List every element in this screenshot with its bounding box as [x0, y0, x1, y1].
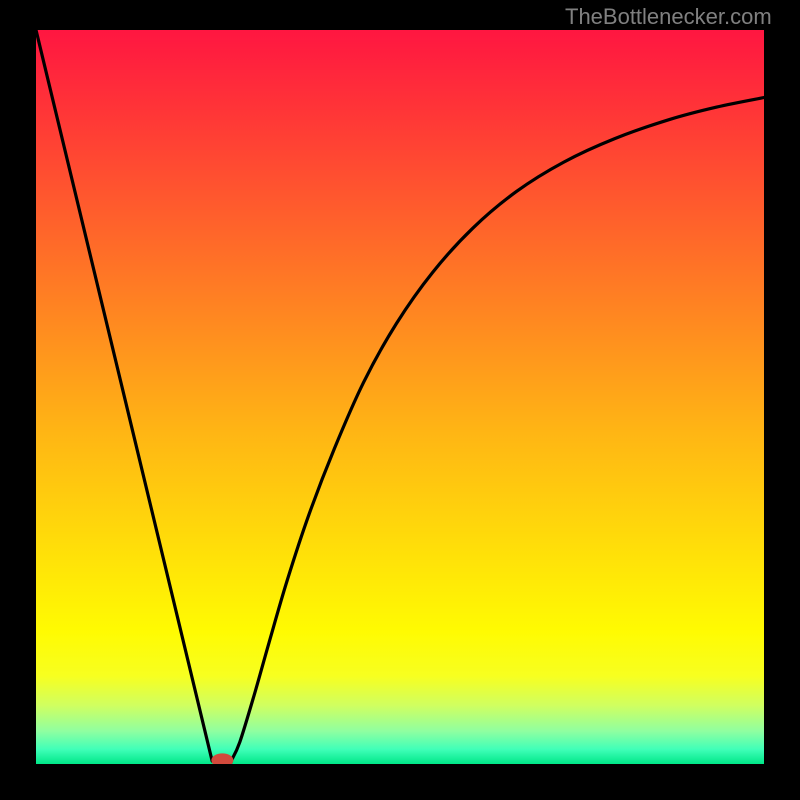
bottleneck-chart [36, 30, 764, 764]
watermark-label: TheBottlenecker.com [565, 4, 772, 30]
chart-frame: TheBottlenecker.com [0, 0, 800, 800]
gradient-background [36, 30, 764, 764]
